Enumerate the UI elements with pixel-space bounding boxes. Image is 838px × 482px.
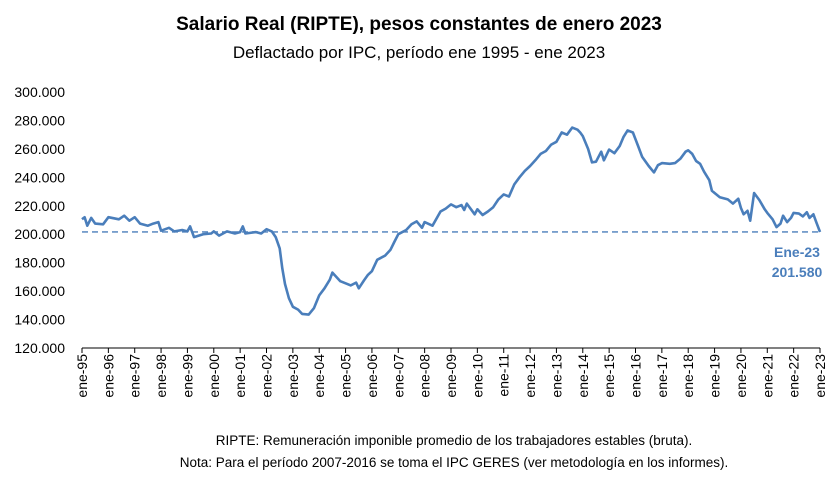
y-tick-label: 120.000 [14, 340, 65, 356]
x-tick-label: ene-99 [179, 354, 195, 398]
x-tick-label: ene-09 [443, 354, 459, 398]
x-tick-label: ene-95 [74, 354, 90, 398]
footnote-ipc: Nota: Para el período 2007-2016 se toma … [179, 455, 729, 470]
x-tick-label: ene-03 [285, 354, 301, 398]
x-tick-label: ene-14 [575, 354, 591, 398]
x-axis-ticks: ene-95 ene-96 ene-97 ene-98 ene-99 ene-00 ene-… [74, 348, 828, 398]
x-tick-label: ene-04 [311, 354, 327, 398]
x-tick-label: ene-96 [100, 354, 116, 398]
x-tick-label: ene-18 [680, 354, 696, 398]
x-tick-label: ene-20 [733, 354, 749, 398]
y-tick-label: 300.000 [14, 84, 65, 100]
x-tick-label: ene-00 [206, 354, 222, 398]
y-tick-label: 200.000 [14, 226, 65, 242]
x-tick-label: ene-07 [390, 354, 406, 398]
y-tick-label: 260.000 [14, 141, 65, 157]
y-tick-label: 180.000 [14, 255, 65, 271]
x-tick-label: ene-02 [259, 354, 275, 398]
x-tick-label: ene-21 [759, 354, 775, 398]
x-tick-label: ene-08 [417, 354, 433, 398]
y-tick-label: 220.000 [14, 198, 65, 214]
x-tick-label: ene-06 [364, 354, 380, 398]
y-tick-label: 160.000 [14, 283, 65, 299]
x-tick-label: ene-11 [496, 354, 512, 397]
chart-title: Salario Real (RIPTE), pesos constantes d… [176, 14, 662, 35]
x-tick-label: ene-97 [127, 354, 143, 398]
end-label-date: Ene-23 [774, 244, 820, 260]
x-tick-label: ene-01 [232, 354, 248, 398]
x-tick-label: ene-17 [654, 354, 670, 398]
x-tick-label: ene-98 [153, 354, 169, 398]
x-tick-label: ene-16 [628, 354, 644, 398]
x-tick-label: ene-15 [601, 354, 617, 398]
x-tick-label: ene-19 [707, 354, 723, 398]
end-label-value: 201.580 [772, 264, 823, 280]
y-tick-label: 240.000 [14, 169, 65, 185]
y-axis-ticks: 120.000 140.000 160.000 180.000 200.000 220.0… [14, 84, 65, 356]
y-tick-label: 280.000 [14, 112, 65, 128]
series-line [81, 126, 822, 316]
x-tick-label: ene-22 [786, 354, 802, 398]
chart-subtitle: Deflactado por IPC, período ene 1995 - e… [232, 43, 606, 62]
footnote-ripte: RIPTE: Remuneración imponible promedio d… [215, 433, 693, 448]
x-tick-label: ene-13 [548, 354, 564, 398]
x-tick-label: ene-12 [522, 354, 538, 398]
x-tick-label: ene-05 [338, 354, 354, 398]
y-tick-label: 140.000 [14, 312, 65, 328]
x-tick-label: ene-10 [469, 354, 485, 398]
x-tick-label: ene-23 [812, 354, 828, 398]
